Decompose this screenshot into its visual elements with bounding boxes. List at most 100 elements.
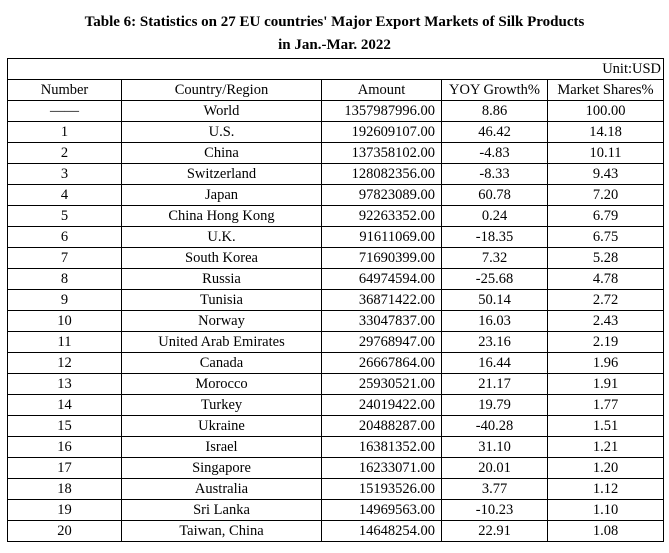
cell-number: 20 [7, 520, 122, 542]
cell-yoy-growth: -40.28 [441, 415, 548, 437]
cell-amount: 33047837.00 [321, 310, 442, 332]
cell-market-share: 1.08 [546, 520, 665, 542]
cell-amount: 20488287.00 [321, 415, 442, 437]
cell-country: Singapore [121, 457, 322, 479]
cell-market-share: 1.51 [546, 415, 665, 437]
cell-market-share: 4.78 [546, 268, 665, 290]
cell-country: Tunisia [121, 289, 322, 311]
cell-country: U.K. [121, 226, 322, 248]
cell-amount: 16233071.00 [321, 457, 442, 479]
cell-amount: 26667864.00 [321, 352, 442, 374]
cell-market-share: 2.72 [546, 289, 665, 311]
cell-market-share: 1.77 [546, 394, 665, 416]
cell-yoy-growth: -25.68 [441, 268, 548, 290]
cell-amount: 1357987996.00 [321, 100, 442, 122]
table-row: 15 Ukraine 20488287.00 -40.28 1.51 [7, 415, 665, 437]
cell-market-share: 6.79 [546, 205, 665, 227]
cell-number: 17 [7, 457, 122, 479]
cell-country: Sri Lanka [121, 499, 322, 521]
cell-country: Ukraine [121, 415, 322, 437]
cell-yoy-growth: 16.03 [441, 310, 548, 332]
cell-number: 1 [7, 121, 122, 143]
table-row: 13 Morocco 25930521.00 21.17 1.91 [7, 373, 665, 395]
table-row: 11 United Arab Emirates 29768947.00 23.16 2.… [7, 331, 665, 353]
header-country: Country/Region [121, 79, 322, 101]
cell-number: 12 [7, 352, 122, 374]
cell-number: 16 [7, 436, 122, 458]
cell-amount: 14648254.00 [321, 520, 442, 542]
cell-country: Israel [121, 436, 322, 458]
cell-country: United Arab Emirates [121, 331, 322, 353]
cell-country: Taiwan, China [121, 520, 322, 542]
cell-amount: 71690399.00 [321, 247, 442, 269]
header-amount: Amount [321, 79, 442, 101]
cell-number: —— [7, 100, 122, 122]
cell-yoy-growth: -8.33 [441, 163, 548, 185]
cell-number: 8 [7, 268, 122, 290]
table-row: 1 U.S. 192609107.00 46.42 14.18 [7, 121, 665, 143]
table-row: 20 Taiwan, China 14648254.00 22.91 1.08 [7, 520, 665, 542]
cell-market-share: 1.20 [546, 457, 665, 479]
cell-market-share: 7.20 [546, 184, 665, 206]
cell-market-share: 1.10 [546, 499, 665, 521]
cell-country: Switzerland [121, 163, 322, 185]
table-row: 7 South Korea 71690399.00 7.32 5.28 [7, 247, 665, 269]
cell-country: Turkey [121, 394, 322, 416]
cell-yoy-growth: 7.32 [441, 247, 548, 269]
table-row: 16 Israel 16381352.00 31.10 1.21 [7, 436, 665, 458]
cell-yoy-growth: 21.17 [441, 373, 548, 395]
cell-yoy-growth: 20.01 [441, 457, 548, 479]
cell-yoy-growth: 3.77 [441, 478, 548, 500]
cell-market-share: 10.11 [546, 142, 665, 164]
table-row: 17 Singapore 16233071.00 20.01 1.20 [7, 457, 665, 479]
cell-country: Australia [121, 478, 322, 500]
unit-row: Unit:USD [6, 58, 665, 80]
cell-country: China Hong Kong [121, 205, 322, 227]
cell-number: 15 [7, 415, 122, 437]
cell-market-share: 1.21 [546, 436, 665, 458]
cell-yoy-growth: 16.44 [441, 352, 548, 374]
cell-amount: 36871422.00 [321, 289, 442, 311]
cell-yoy-growth: 23.16 [441, 331, 548, 353]
table-row: 18 Australia 15193526.00 3.77 1.12 [7, 478, 665, 500]
cell-yoy-growth: 19.79 [441, 394, 548, 416]
table-row: 12 Canada 26667864.00 16.44 1.96 [7, 352, 665, 374]
header-market-shares: Market Shares% [546, 79, 665, 101]
table-row: 8 Russia 64974594.00 -25.68 4.78 [7, 268, 665, 290]
cell-yoy-growth: 31.10 [441, 436, 548, 458]
cell-country: Norway [121, 310, 322, 332]
unit-label: Unit:USD [6, 58, 665, 80]
cell-number: 5 [7, 205, 122, 227]
cell-number: 14 [7, 394, 122, 416]
cell-yoy-growth: 8.86 [441, 100, 548, 122]
table-row: 3 Switzerland 128082356.00 -8.33 9.43 [7, 163, 665, 185]
cell-number: 9 [7, 289, 122, 311]
cell-amount: 92263352.00 [321, 205, 442, 227]
cell-amount: 91611069.00 [321, 226, 442, 248]
table-row: 10 Norway 33047837.00 16.03 2.43 [7, 310, 665, 332]
table-row: 2 China 137358102.00 -4.83 10.11 [7, 142, 665, 164]
cell-market-share: 14.18 [546, 121, 665, 143]
cell-number: 2 [7, 142, 122, 164]
cell-market-share: 5.28 [546, 247, 665, 269]
cell-market-share: 1.12 [546, 478, 665, 500]
table-row: 4 Japan 97823089.00 60.78 7.20 [7, 184, 665, 206]
cell-country: Japan [121, 184, 322, 206]
table-row: 6 U.K. 91611069.00 -18.35 6.75 [7, 226, 665, 248]
header-row: Number Country/Region Amount YOY Growth%… [7, 79, 665, 101]
cell-country: World [121, 100, 322, 122]
cell-number: 13 [7, 373, 122, 395]
cell-number: 3 [7, 163, 122, 185]
table-row: 5 China Hong Kong 92263352.00 0.24 6.79 [7, 205, 665, 227]
cell-country: Russia [121, 268, 322, 290]
cell-yoy-growth: -18.35 [441, 226, 548, 248]
cell-number: 6 [7, 226, 122, 248]
cell-amount: 137358102.00 [321, 142, 442, 164]
cell-market-share: 100.00 [546, 100, 665, 122]
cell-yoy-growth: 60.78 [441, 184, 548, 206]
cell-yoy-growth: -10.23 [441, 499, 548, 521]
cell-number: 10 [7, 310, 122, 332]
cell-country: Morocco [121, 373, 322, 395]
cell-amount: 15193526.00 [321, 478, 442, 500]
table-row: 9 Tunisia 36871422.00 50.14 2.72 [7, 289, 665, 311]
